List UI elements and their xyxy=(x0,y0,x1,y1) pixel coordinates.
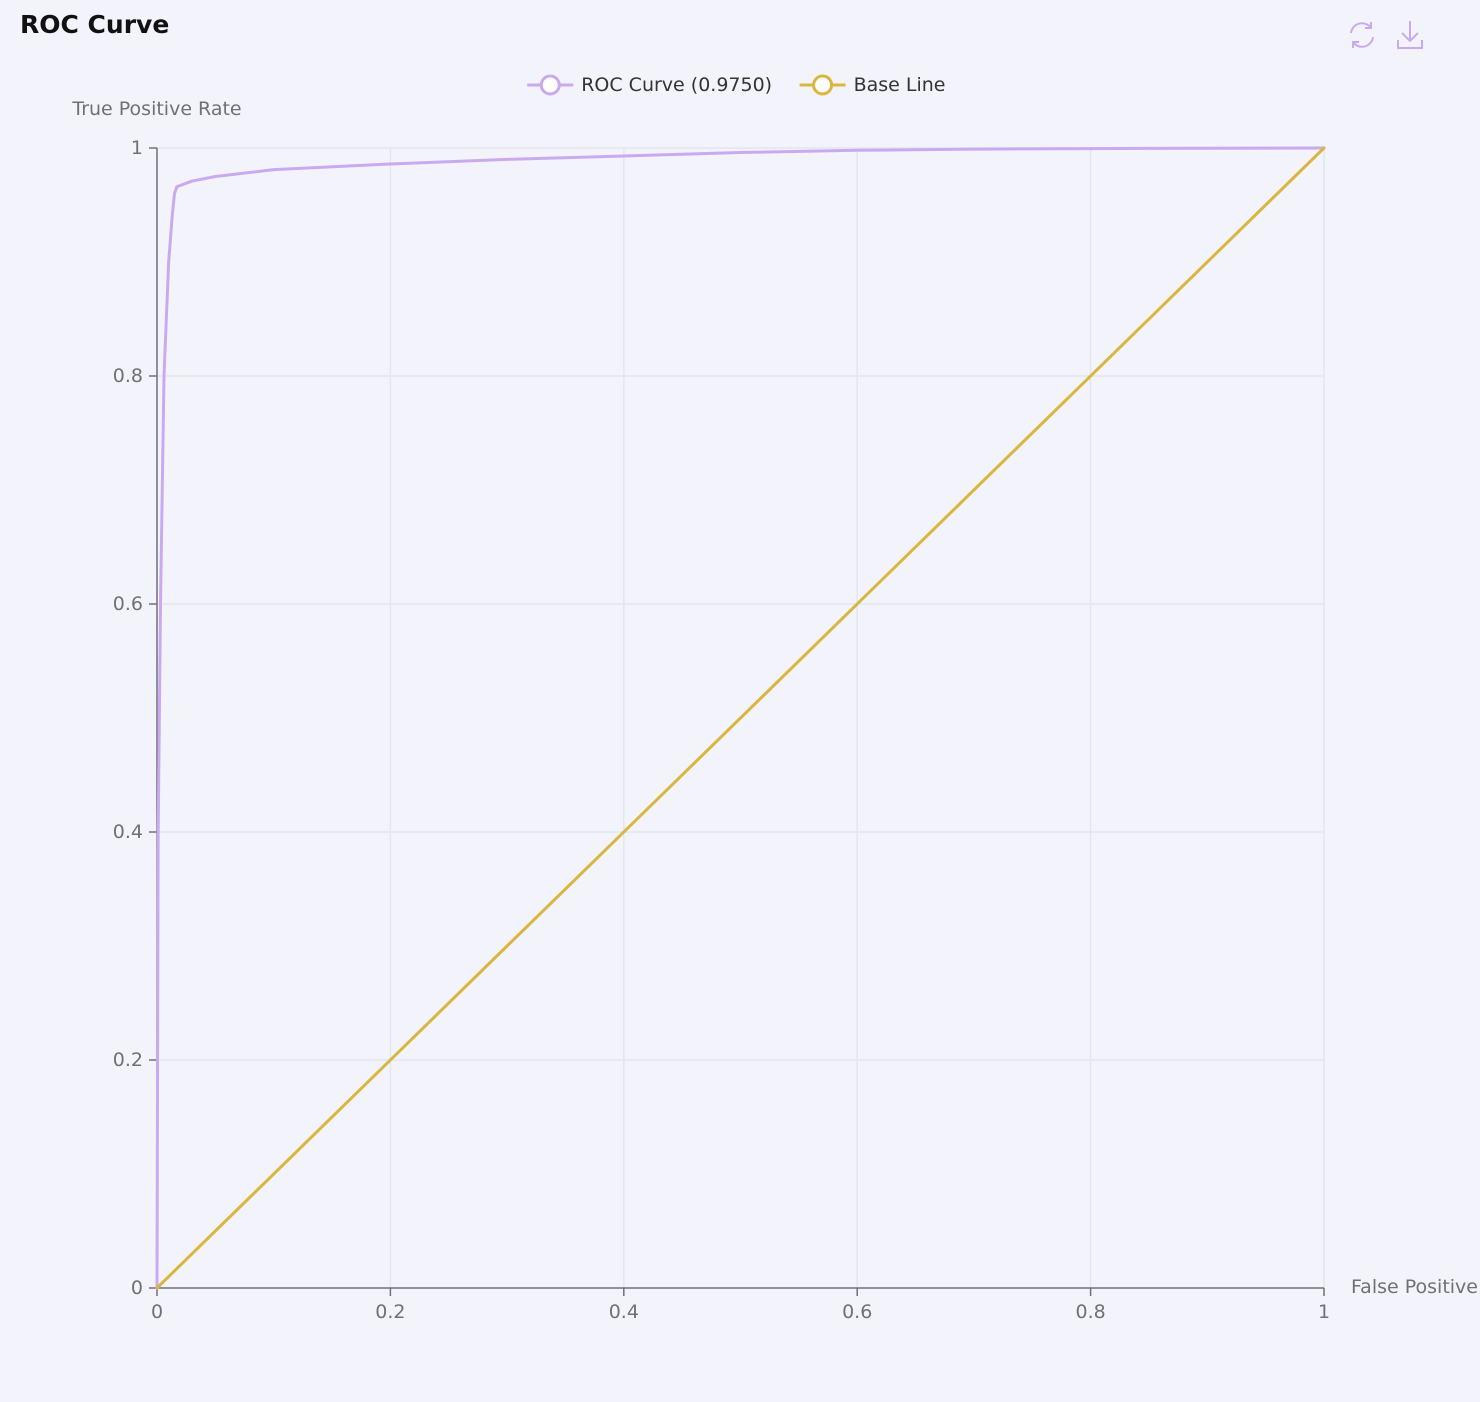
x-axis-title: False Positive xyxy=(1351,1276,1478,1298)
base-line xyxy=(155,146,1326,1290)
x-tick-label: 0 xyxy=(151,1301,163,1323)
download-icon xyxy=(1397,21,1423,49)
y-tick-label: 1 xyxy=(131,137,143,159)
y-tick-label: 0.8 xyxy=(113,365,143,387)
legend-marker-icon xyxy=(812,74,834,96)
refresh-icon xyxy=(1350,22,1374,48)
refresh-button[interactable] xyxy=(1346,18,1378,52)
x-tick-label: 0.6 xyxy=(842,1301,872,1323)
y-tick-label: 0.6 xyxy=(113,593,143,615)
chart-title: ROC Curve xyxy=(20,10,170,39)
legend-label: Base Line xyxy=(854,74,946,96)
download-button[interactable] xyxy=(1394,18,1426,52)
legend-item[interactable]: ROC Curve (0.9750) xyxy=(527,74,772,96)
y-tick-label: 0.2 xyxy=(113,1049,143,1071)
x-tick-label: 0.2 xyxy=(375,1301,405,1323)
y-tick-label: 0.4 xyxy=(113,821,143,843)
roc-curve-line xyxy=(155,146,1326,1290)
x-tick-label: 0.4 xyxy=(609,1301,639,1323)
y-axis-title: True Positive Rate xyxy=(71,98,241,120)
x-tick-label: 0.8 xyxy=(1075,1301,1105,1323)
legend-marker-icon xyxy=(539,74,561,96)
x-tick-label: 1 xyxy=(1318,1301,1330,1323)
chart-toolbox xyxy=(1346,18,1426,52)
legend-label: ROC Curve (0.9750) xyxy=(581,74,772,96)
legend-item[interactable]: Base Line xyxy=(799,74,946,96)
y-tick-label: 0 xyxy=(131,1277,143,1299)
